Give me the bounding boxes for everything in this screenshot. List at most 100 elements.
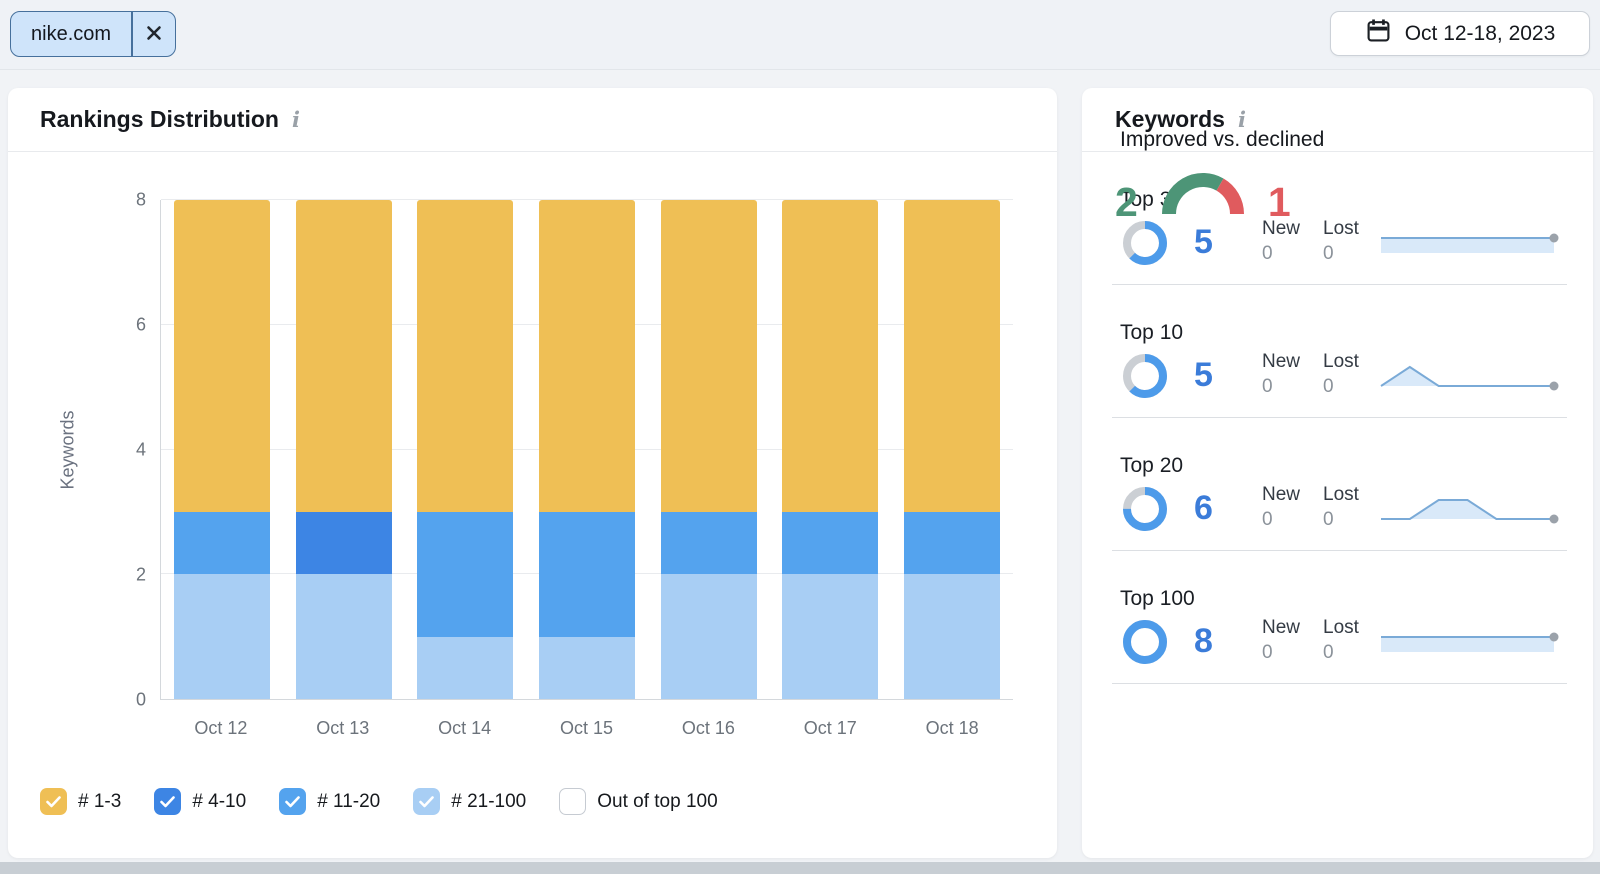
new-keywords-column: New 0 <box>1262 484 1300 531</box>
bar-segment <box>660 511 757 575</box>
y-tick-label: 6 <box>135 314 146 335</box>
keyword-count: 6 <box>1194 489 1213 527</box>
y-tick-label: 4 <box>135 439 146 460</box>
info-icon[interactable]: i <box>1237 107 1246 132</box>
stacked-bar-oct-14 <box>417 200 514 699</box>
donut-wrap <box>1122 353 1168 404</box>
check-icon <box>419 795 435 807</box>
new-keywords-column: New 0 <box>1262 617 1300 664</box>
bar-segment <box>173 574 270 699</box>
lost-label: Lost <box>1323 351 1359 372</box>
sparkline-wrap <box>1378 226 1568 265</box>
calendar-icon <box>1365 17 1392 50</box>
keyword-row-content: 6 New 0 Lost 0 <box>1112 484 1567 534</box>
trend-sparkline <box>1381 632 1559 652</box>
stacked-bar-oct-15 <box>539 200 636 699</box>
legend-item-11-20[interactable]: # 11-20 <box>279 788 380 815</box>
legend-item-4-10[interactable]: # 4-10 <box>154 788 246 815</box>
trend-sparkline <box>1381 499 1559 524</box>
legend-item-outoftop100[interactable]: Out of top 100 <box>559 788 718 815</box>
x-axis-label: Oct 18 <box>925 718 979 738</box>
bar-segment <box>782 200 879 512</box>
donut-chart <box>1123 487 1167 531</box>
bar-segment <box>417 636 514 699</box>
new-label: New <box>1262 351 1301 372</box>
new-label: New <box>1262 218 1301 239</box>
bars-area <box>161 200 1013 699</box>
date-range-button[interactable]: Oct 12-18, 2023 <box>1330 11 1590 56</box>
info-icon[interactable]: i <box>291 107 300 132</box>
donut-wrap <box>1122 486 1168 537</box>
checked-checkbox[interactable] <box>154 788 182 815</box>
keyword-row-content: 8 New 0 Lost 0 <box>1112 617 1567 667</box>
lost-label: Lost <box>1323 617 1359 638</box>
window-bottom-edge <box>0 862 1600 874</box>
check-icon <box>160 795 176 807</box>
bar-segment <box>904 574 1001 699</box>
stacked-bar-oct-18 <box>904 200 1001 699</box>
keyword-count: 5 <box>1194 223 1213 261</box>
bar-column <box>770 200 892 699</box>
donut-chart <box>1123 354 1167 398</box>
unchecked-checkbox[interactable] <box>559 788 587 815</box>
sparkline-wrap <box>1378 625 1568 664</box>
keyword-row-label: Top 20 <box>1120 454 1184 477</box>
improved-vs-declined-section: Improved vs. declined 2 1 <box>1112 88 1567 223</box>
donut-chart <box>1123 221 1167 265</box>
x-axis-labels: Oct 12 Oct 13 Oct 14 Oct 15 Oct 16 Oct 17 Oct … <box>160 718 1013 739</box>
bar-segment <box>173 200 270 512</box>
keywords-card-title: Keywords <box>1115 106 1225 132</box>
x-axis-label: Oct 15 <box>559 718 614 738</box>
bar-segment <box>660 200 757 512</box>
checked-checkbox[interactable] <box>413 788 441 815</box>
legend-label: # 21-100 <box>451 790 527 812</box>
stacked-bar-oct-17 <box>782 200 879 699</box>
chip-close-button[interactable] <box>133 12 175 56</box>
legend-item-1-3[interactable]: # 1-3 <box>40 788 121 815</box>
project-chip-label: nike.com <box>31 22 112 45</box>
sparkline-wrap <box>1378 359 1568 398</box>
lost-value: 0 <box>1323 243 1334 264</box>
legend-item-21-100[interactable]: # 21-100 <box>413 788 526 815</box>
bar-segment <box>782 574 879 699</box>
new-value: 0 <box>1262 376 1273 397</box>
project-chip[interactable]: nike.com <box>10 11 176 57</box>
keyword-row-content: 5 New 0 Lost 0 <box>1112 218 1567 268</box>
keyword-row-label: Top 10 <box>1120 321 1184 344</box>
x-axis-label: Oct 14 <box>438 718 492 738</box>
improved-vs-declined-label: Improved vs. declined <box>1120 128 1325 151</box>
bar-segment <box>904 511 1001 575</box>
top-bar: nike.com Oct 12-18, 2023 <box>0 0 1600 70</box>
new-value: 0 <box>1262 642 1273 663</box>
new-label: New <box>1262 617 1301 638</box>
lost-keywords-column: Lost 0 <box>1323 617 1359 664</box>
legend-label: Out of top 100 <box>597 790 718 812</box>
improved-vs-declined-row: 2 1 <box>1115 166 1567 223</box>
keyword-count: 8 <box>1194 622 1213 660</box>
donut-chart <box>1123 620 1167 664</box>
stacked-bar-chart <box>160 199 1013 700</box>
keyword-row-top-10: Top 10 5 New 0 Lost 0 <box>1112 285 1567 418</box>
new-label: New <box>1262 484 1301 505</box>
lost-value: 0 <box>1323 642 1334 663</box>
keyword-row-top-100: Top 100 8 New 0 Lost 0 <box>1112 551 1567 684</box>
legend-label: # 1-3 <box>78 790 122 812</box>
checked-checkbox[interactable] <box>279 788 307 815</box>
rankings-card-header: Rankings Distribution i <box>8 88 1057 152</box>
lost-label: Lost <box>1323 218 1359 239</box>
x-axis-label: Oct 13 <box>316 718 370 738</box>
keyword-row-top-20: Top 20 6 New 0 Lost 0 <box>1112 418 1567 551</box>
keyword-row-content: 5 New 0 Lost 0 <box>1112 351 1567 401</box>
new-keywords-column: New 0 <box>1262 218 1300 265</box>
keyword-row-label: Top 3 <box>1120 188 1172 211</box>
lost-value: 0 <box>1323 509 1334 530</box>
trend-sparkline <box>1380 365 1559 391</box>
keyword-rows: Top 3 5 New 0 Lost 0 Top 10 5 New 0 Lost 0 Top 20 6 Ne… <box>1082 152 1593 684</box>
bar-column <box>648 200 770 699</box>
checked-checkbox[interactable] <box>40 788 67 815</box>
keyword-row-label: Top 100 <box>1120 587 1195 610</box>
y-tick-label: 0 <box>135 689 146 710</box>
rankings-card-title: Rankings Distribution <box>40 106 279 132</box>
legend-label: # 4-10 <box>192 790 247 812</box>
